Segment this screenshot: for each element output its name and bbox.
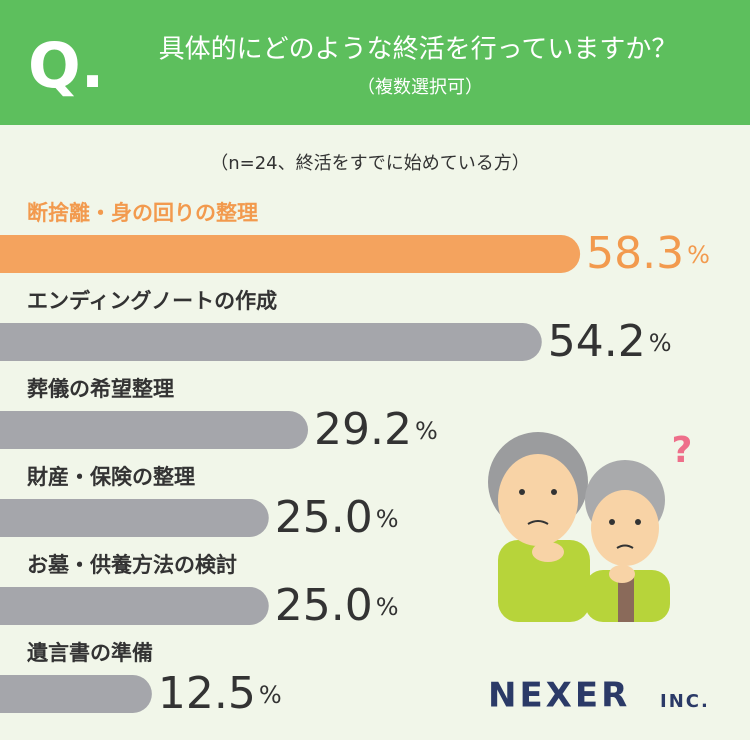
category-label: エンディングノートの作成 — [27, 289, 277, 313]
category-label: 断捨離・身の回りの整理 — [27, 201, 258, 225]
grandpa-eye — [519, 489, 525, 495]
grandpa-mouth — [527, 520, 549, 525]
value-label: 54.2% — [548, 316, 672, 367]
illustration: ? — [488, 430, 692, 622]
value-label: 29.2% — [314, 404, 438, 455]
category-label: 財産・保険の整理 — [27, 465, 195, 489]
logo-name: NEXER — [488, 676, 630, 716]
bar — [0, 323, 542, 361]
logo-suffix: INC. — [660, 691, 710, 712]
grandma-hand — [609, 565, 635, 583]
grandma-eye — [609, 519, 615, 525]
grandpa-face — [498, 454, 578, 546]
value-label: 12.5% — [158, 668, 282, 719]
question-mark: Q. — [28, 29, 104, 102]
grandpa-body — [498, 540, 590, 622]
bar — [0, 499, 269, 537]
bar — [0, 235, 581, 273]
question-icon: ? — [672, 430, 693, 471]
value-label: 58.3% — [586, 228, 710, 279]
category-label: お墓・供養方法の検討 — [27, 553, 237, 577]
grandma-shirt — [618, 575, 634, 622]
grandpa-eye — [551, 489, 557, 495]
value-label: 25.0% — [275, 492, 399, 543]
grandma-eye — [635, 519, 641, 525]
bar — [0, 411, 309, 449]
category-label: 葬儀の希望整理 — [27, 377, 174, 401]
category-label: 遺言書の準備 — [27, 641, 153, 665]
grandma-face — [591, 490, 659, 566]
bar — [0, 587, 269, 625]
question-subtitle: （複数選択可） — [357, 77, 483, 98]
question-title: 具体的にどのような終活を行っていますか？ — [159, 35, 678, 65]
header-band — [0, 0, 750, 125]
grandpa-hand — [532, 542, 564, 562]
value-label: 25.0% — [275, 580, 399, 631]
grandma-mouth — [616, 544, 634, 549]
bar — [0, 675, 152, 713]
sample-note: （n=24、終活をすでに始めている方） — [210, 153, 530, 174]
